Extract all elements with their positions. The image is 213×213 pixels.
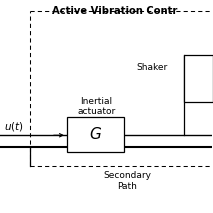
Text: $u(t)$: $u(t)$ <box>4 120 24 133</box>
Text: Inertial
actuator: Inertial actuator <box>77 97 116 116</box>
Text: Secondary
Path: Secondary Path <box>103 171 151 191</box>
Text: Shaker: Shaker <box>136 63 168 72</box>
Bar <box>184 55 213 102</box>
Text: Active Vibration Contr: Active Vibration Contr <box>52 6 177 16</box>
Bar <box>67 117 124 152</box>
Text: G: G <box>89 127 101 142</box>
